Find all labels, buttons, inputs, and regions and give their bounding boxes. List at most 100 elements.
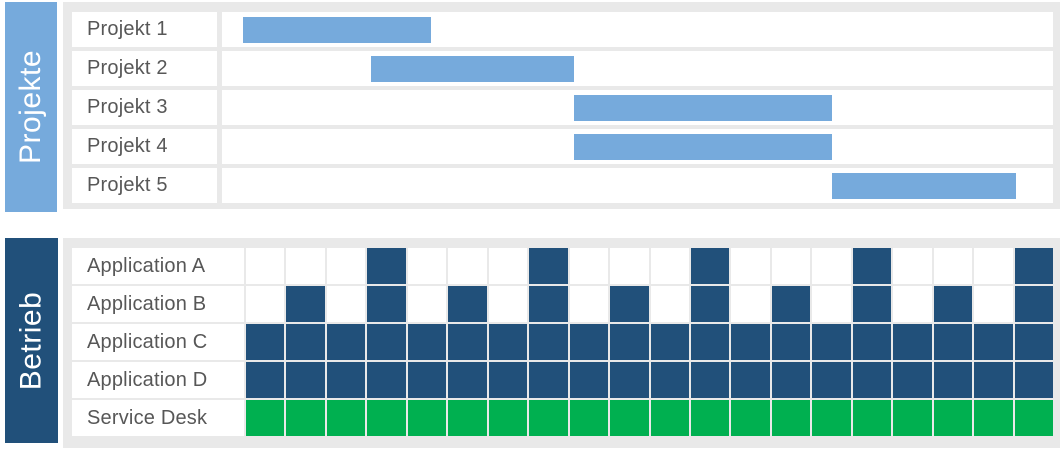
- active-cell: [246, 362, 285, 398]
- inactive-cell: [893, 248, 932, 284]
- active-cell: [1014, 248, 1053, 284]
- active-cell: [893, 362, 932, 398]
- active-cell: [407, 362, 447, 398]
- active-cell: [529, 324, 568, 360]
- active-cell: [448, 286, 487, 322]
- inactive-cell: [569, 248, 609, 284]
- operations-label: Application D: [72, 362, 244, 398]
- projects-sidebar-label: Projekte: [14, 49, 47, 165]
- operations-label: Service Desk: [72, 400, 244, 436]
- active-cell: [569, 324, 609, 360]
- inactive-cell: [326, 248, 366, 284]
- active-cell: [529, 400, 568, 436]
- active-cell: [569, 400, 609, 436]
- project-label: Projekt 2: [72, 51, 217, 86]
- inactive-cell: [974, 286, 1013, 322]
- projects-panel: Projekt 1 Projekt 2 Projekt 3 Projekt 4 Proj…: [63, 2, 1060, 209]
- operations-label: Application C: [72, 324, 244, 360]
- active-cell: [933, 400, 973, 436]
- project-gantt-bar: [574, 133, 832, 160]
- operations-row: Service Desk: [72, 400, 1053, 436]
- operations-row: Application A: [72, 248, 1053, 284]
- active-cell: [771, 362, 811, 398]
- project-gantt-bar: [574, 94, 832, 121]
- active-cell: [690, 400, 730, 436]
- inactive-cell: [610, 248, 649, 284]
- project-bar-track: [222, 129, 1053, 164]
- inactive-cell: [569, 286, 609, 322]
- active-cell: [974, 362, 1013, 398]
- active-cell: [448, 362, 487, 398]
- active-cell: [1014, 286, 1053, 322]
- active-cell: [690, 286, 730, 322]
- project-gantt-bar: [243, 16, 431, 43]
- operations-grid: [246, 248, 1053, 284]
- inactive-cell: [488, 286, 528, 322]
- active-cell: [690, 362, 730, 398]
- active-cell: [610, 324, 649, 360]
- active-cell: [771, 400, 811, 436]
- inactive-cell: [246, 248, 285, 284]
- active-cell: [610, 286, 649, 322]
- active-cell: [974, 324, 1013, 360]
- active-cell: [893, 400, 932, 436]
- project-bar-track: [222, 168, 1053, 203]
- active-cell: [326, 324, 366, 360]
- project-gantt-bar: [832, 172, 1016, 199]
- project-gantt-bar: [371, 55, 574, 82]
- inactive-cell: [488, 248, 528, 284]
- active-cell: [650, 362, 689, 398]
- projects-sidebar: Projekte: [5, 2, 57, 212]
- operations-label: Application A: [72, 248, 244, 284]
- project-bar-track: [222, 12, 1053, 47]
- active-cell: [852, 362, 892, 398]
- active-cell: [650, 400, 689, 436]
- active-cell: [407, 324, 447, 360]
- project-label: Projekt 3: [72, 90, 217, 125]
- active-cell: [529, 286, 568, 322]
- project-row: Projekt 4: [72, 129, 1053, 164]
- active-cell: [731, 324, 770, 360]
- active-cell: [286, 400, 325, 436]
- inactive-cell: [771, 248, 811, 284]
- active-cell: [246, 400, 285, 436]
- active-cell: [852, 286, 892, 322]
- active-cell: [286, 362, 325, 398]
- active-cell: [246, 324, 285, 360]
- active-cell: [933, 286, 973, 322]
- active-cell: [488, 362, 528, 398]
- inactive-cell: [974, 248, 1013, 284]
- active-cell: [286, 324, 325, 360]
- inactive-cell: [448, 248, 487, 284]
- inactive-cell: [650, 248, 689, 284]
- active-cell: [488, 400, 528, 436]
- inactive-cell: [286, 248, 325, 284]
- active-cell: [367, 248, 406, 284]
- active-cell: [367, 400, 406, 436]
- inactive-cell: [812, 248, 851, 284]
- active-cell: [326, 400, 366, 436]
- operations-row: Application B: [72, 286, 1053, 322]
- active-cell: [569, 362, 609, 398]
- operations-row: Application D: [72, 362, 1053, 398]
- active-cell: [852, 324, 892, 360]
- inactive-cell: [326, 286, 366, 322]
- active-cell: [852, 400, 892, 436]
- project-row: Projekt 5: [72, 168, 1053, 203]
- inactive-cell: [731, 248, 770, 284]
- project-row: Projekt 1: [72, 12, 1053, 47]
- active-cell: [731, 362, 770, 398]
- active-cell: [367, 324, 406, 360]
- active-cell: [488, 324, 528, 360]
- active-cell: [326, 362, 366, 398]
- operations-row: Application C: [72, 324, 1053, 360]
- active-cell: [529, 248, 568, 284]
- active-cell: [690, 248, 730, 284]
- active-cell: [974, 400, 1013, 436]
- active-cell: [933, 324, 973, 360]
- inactive-cell: [650, 286, 689, 322]
- active-cell: [610, 362, 649, 398]
- project-bar-track: [222, 90, 1053, 125]
- project-label: Projekt 4: [72, 129, 217, 164]
